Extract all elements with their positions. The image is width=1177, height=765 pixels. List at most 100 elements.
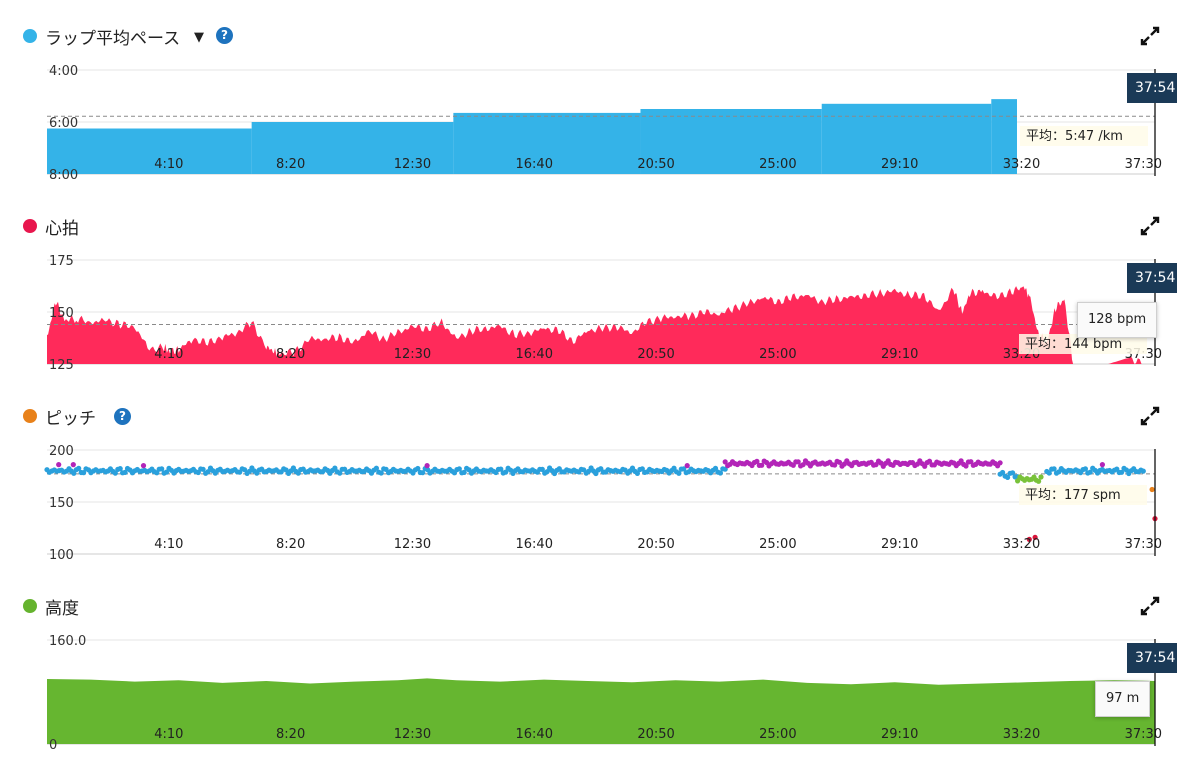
cadence-point (70, 462, 76, 468)
cadence-point (795, 459, 801, 465)
y-tick-label: 4:00 (49, 64, 78, 79)
expand-icon[interactable] (1139, 595, 1161, 617)
help-icon[interactable]: ? (216, 27, 233, 44)
cursor-time-flag: 37:54 (1127, 263, 1177, 293)
pace-lap-bar (991, 99, 1017, 174)
help-icon[interactable]: ? (114, 408, 131, 425)
x-tick-label: 20:50 (637, 727, 674, 742)
x-tick-label: 8:20 (276, 347, 305, 362)
y-tick-label: 200 (49, 444, 74, 459)
cadence-point (1140, 468, 1146, 474)
cadence-point (503, 469, 509, 475)
pace-lap-bar (821, 103, 992, 174)
x-tick-label: 16:40 (516, 727, 553, 742)
cadence-point (373, 465, 379, 471)
x-tick-label: 8:20 (276, 537, 305, 552)
cadence-point (81, 470, 87, 476)
x-tick-label: 29:10 (881, 727, 918, 742)
cadence-point (922, 463, 928, 469)
cadence-header: ピッチ ? (0, 400, 1177, 430)
x-tick-label: 16:40 (516, 347, 553, 362)
hr-header: 心拍 (0, 210, 1177, 240)
cadence-point (1038, 474, 1044, 480)
cadence-point (415, 465, 421, 472)
cadence-point (1000, 469, 1006, 476)
heart-rate-chart[interactable]: 175 150 125 4:10 8:20 12:30 16:40 20:50 25:00 29:… (0, 210, 1177, 373)
x-tick-label: 37:30 (1125, 157, 1162, 172)
average-label: 平均：144 bpm (1025, 337, 1122, 352)
expand-icon[interactable] (1139, 25, 1161, 47)
y-tick-label: 160.0 (49, 634, 86, 649)
cadence-point (759, 462, 765, 468)
x-tick-label: 4:10 (154, 537, 183, 552)
x-tick-label: 37:30 (1125, 727, 1162, 742)
average-label: 平均：5:47 /km (1026, 129, 1123, 144)
cadence-point (1119, 469, 1125, 475)
cadence-point (539, 466, 545, 472)
y-tick-label: 8:00 (49, 168, 78, 183)
y-tick-label: 125 (49, 358, 74, 373)
heart-rate-area (47, 286, 1155, 364)
average-label-bg (1019, 485, 1147, 505)
cadence-point (1149, 486, 1155, 493)
expand-icon[interactable] (1139, 405, 1161, 427)
cadence-point (926, 458, 933, 464)
cadence-point (498, 466, 504, 472)
average-label: 平均：177 spm (1025, 488, 1121, 503)
x-tick-label: 20:50 (637, 157, 674, 172)
x-tick-label: 29:10 (881, 347, 918, 362)
pace-lap-bar (47, 128, 252, 174)
expand-icon[interactable] (1139, 215, 1161, 237)
x-tick-label: 33:20 (1003, 537, 1040, 552)
cadence-point (1005, 474, 1011, 480)
cadence-point (117, 466, 123, 472)
elevation-chart[interactable]: 160.0 0 4:10 8:20 12:30 16:40 20:50 25:00 29:10 3… (0, 590, 1177, 753)
pace-chart[interactable]: 4:00 6:00 8:00 4:10 8:20 12:30 16:40 20:50 25:00… (0, 20, 1177, 183)
x-tick-label: 16:40 (516, 157, 553, 172)
hr-legend-dot (23, 219, 37, 233)
cadence-point (1099, 462, 1105, 468)
x-tick-label: 37:30 (1125, 537, 1162, 552)
average-label-bg (1019, 334, 1147, 354)
pace-legend-dot (23, 29, 37, 43)
y-tick-label: 100 (49, 548, 74, 563)
cadence-point (1032, 534, 1038, 540)
cadence-point (332, 465, 338, 471)
cadence-point (1087, 469, 1093, 475)
cadence-title: ピッチ (45, 409, 96, 429)
cadence-point (1051, 466, 1057, 472)
heart-rate-panel: 心拍 175 150 125 4:10 8:20 12:30 16:40 20:50 25:00… (0, 210, 1177, 373)
y-tick-label: 175 (49, 254, 74, 269)
elev-title: 高度 (45, 599, 79, 619)
x-tick-label: 20:50 (637, 347, 674, 362)
x-tick-label: 16:40 (516, 537, 553, 552)
cadence-point (337, 470, 343, 476)
x-tick-label: 4:10 (154, 157, 183, 172)
cadence-point (122, 469, 128, 475)
elevation-area (47, 678, 1155, 744)
cadence-point (712, 465, 719, 471)
x-tick-label: 12:30 (394, 157, 431, 172)
pace-panel: ラップ平均ペース ▼ ? 4:00 6:00 8:00 4:10 8:20 12:30 16… (0, 20, 1177, 183)
cadence-point (76, 465, 82, 471)
y-tick-label: 150 (49, 306, 74, 321)
cadence-point (112, 470, 118, 476)
cadence-chart[interactable]: 200 150 100 4:10 8:20 12:30 16:40 20:50 25:00 29:… (0, 400, 1177, 563)
cadence-point (722, 459, 728, 465)
cadence-legend-dot (23, 409, 37, 423)
cursor-time-flag: 37:54 (1127, 643, 1177, 673)
cadence-point (1046, 470, 1052, 476)
average-label-bg (1020, 126, 1148, 146)
cadence-point (544, 469, 550, 475)
x-tick-label: 20:50 (637, 537, 674, 552)
cadence-point (1036, 478, 1042, 484)
cadence-point (1015, 478, 1021, 484)
x-tick-label: 8:20 (276, 727, 305, 742)
cadence-point (420, 470, 426, 476)
pace-lap-bar (251, 122, 454, 174)
pace-title[interactable]: ラップ平均ペース (45, 29, 181, 49)
chevron-down-icon[interactable]: ▼ (194, 30, 204, 45)
x-tick-label: 25:00 (759, 537, 796, 552)
cadence-point (681, 466, 687, 472)
cadence-point (963, 463, 969, 469)
